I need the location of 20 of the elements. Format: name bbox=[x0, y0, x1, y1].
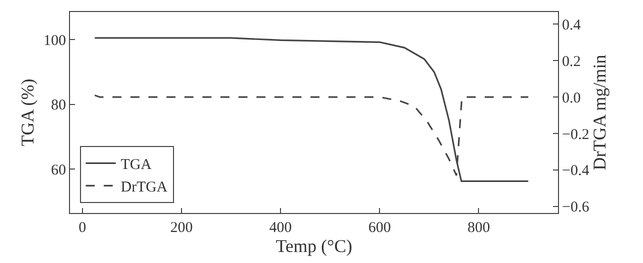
x-tick-label: 800 bbox=[467, 220, 490, 236]
y2-axis-title: DrTGA mg/min bbox=[590, 54, 610, 170]
y-tick-label: 100 bbox=[44, 32, 66, 49]
x-tick-label: 0 bbox=[78, 220, 86, 236]
x-tick-label: 200 bbox=[170, 220, 193, 236]
y-tick-label: 60 bbox=[51, 162, 66, 178]
y-tick-label: 80 bbox=[51, 98, 66, 114]
y-axis-title: TGA (%) bbox=[18, 78, 38, 146]
x-axis-title: Temp (°C) bbox=[276, 236, 352, 256]
y2-tick-label: −0.4 bbox=[562, 163, 590, 180]
legend-label: TGA bbox=[120, 157, 152, 174]
line-series bbox=[94, 37, 530, 182]
x-tick-label: 600 bbox=[368, 220, 391, 236]
legend-label: DrTGA bbox=[120, 180, 168, 196]
y2-tick-label: −0.2 bbox=[562, 126, 590, 143]
y2-tick-label: −0.6 bbox=[562, 200, 590, 216]
x-tick-label: 400 bbox=[269, 220, 292, 236]
y2-tick-label: 0.4 bbox=[562, 17, 582, 34]
text: 0.0 bbox=[562, 90, 581, 106]
y2-tick-label: 0.2 bbox=[562, 54, 581, 70]
